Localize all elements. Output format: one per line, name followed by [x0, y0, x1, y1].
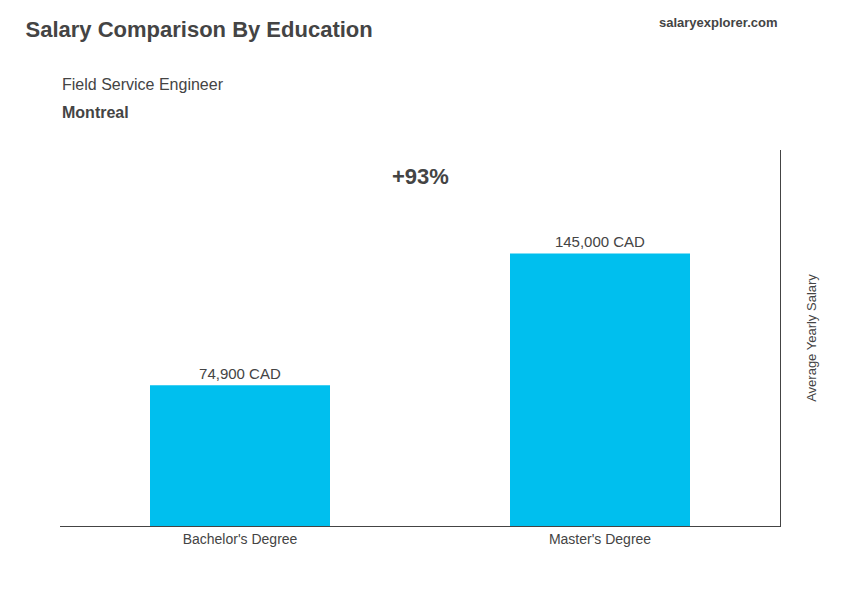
svg-text:Bachelor's Degree: Bachelor's Degree [183, 531, 298, 547]
svg-text:salaryexplorer.com: salaryexplorer.com [659, 15, 778, 30]
svg-text:145,000 CAD: 145,000 CAD [555, 233, 645, 250]
svg-text:Salary Comparison By Education: Salary Comparison By Education [26, 17, 373, 42]
svg-text:Field Service Engineer: Field Service Engineer [62, 76, 224, 93]
svg-text:Montreal: Montreal [62, 104, 129, 121]
svg-text:Average Yearly Salary: Average Yearly Salary [804, 274, 819, 402]
svg-text:74,900 CAD: 74,900 CAD [199, 365, 281, 382]
svg-text:Master's Degree: Master's Degree [549, 531, 651, 547]
svg-text:+93%: +93% [392, 164, 449, 189]
